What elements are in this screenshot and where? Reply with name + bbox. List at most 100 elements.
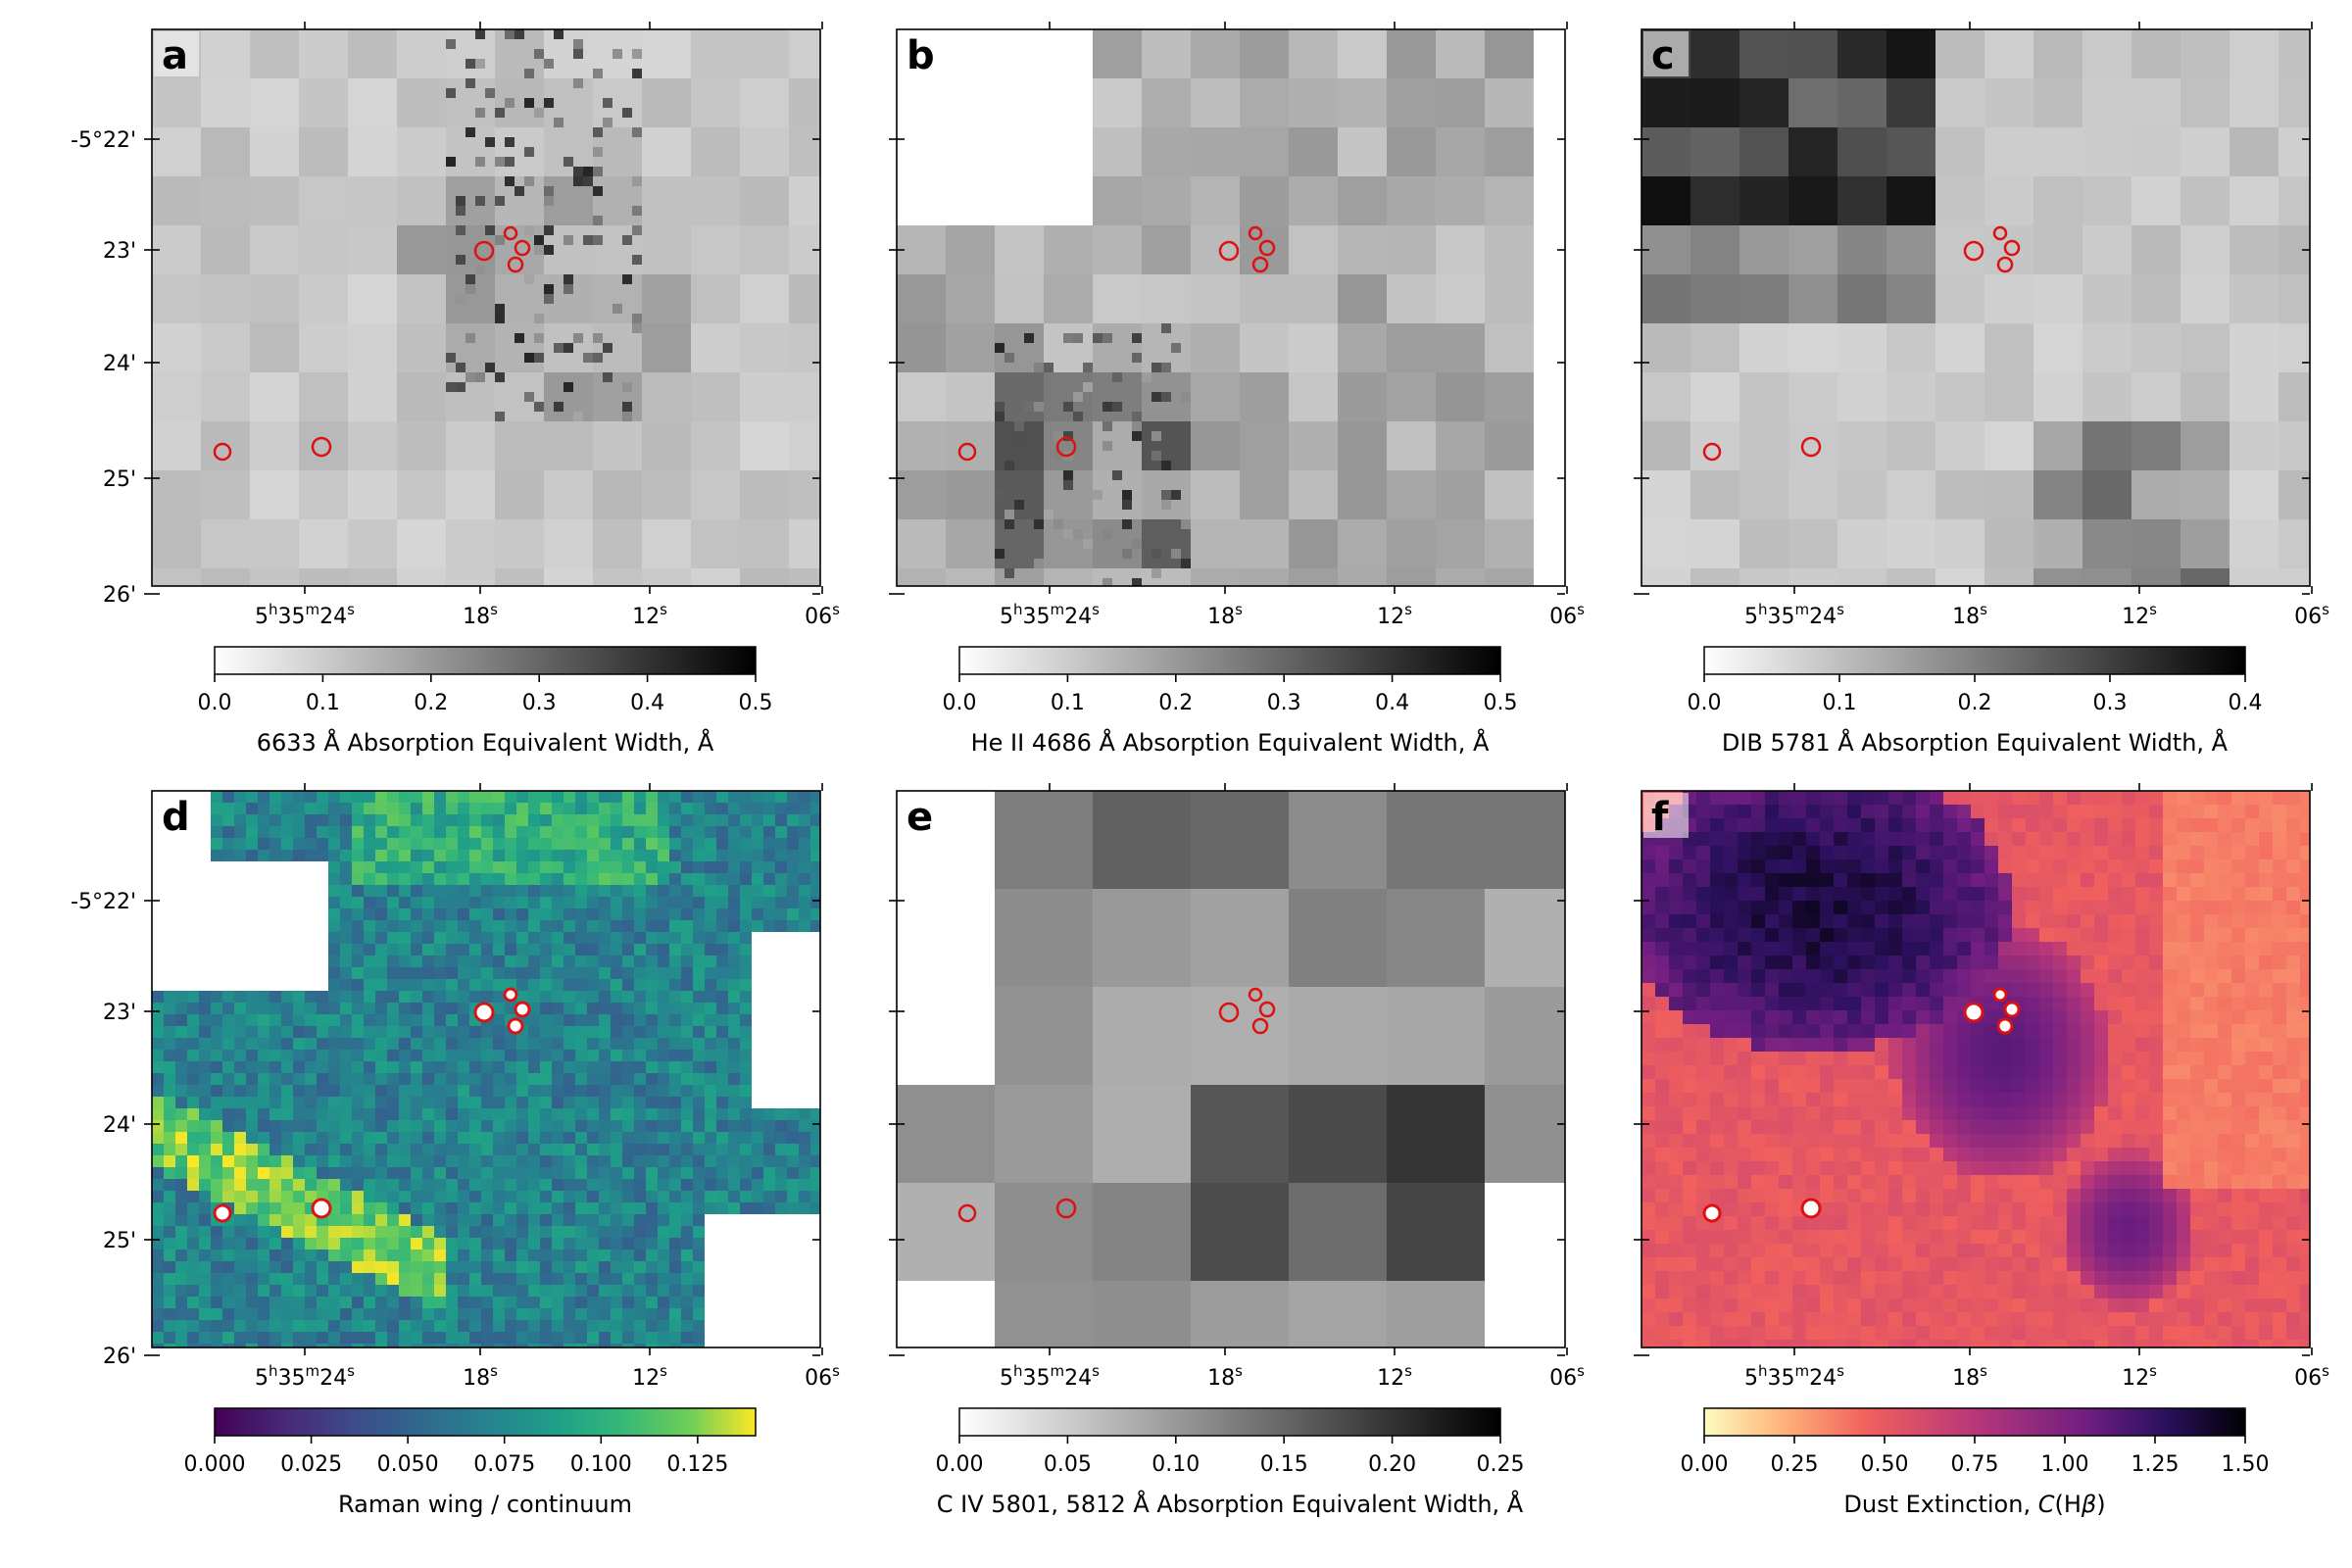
heatmap-cell — [681, 944, 694, 956]
heatmap-cell — [1930, 928, 1944, 943]
heatmap-cell — [634, 1202, 647, 1215]
heatmap-cell — [799, 1273, 811, 1286]
heatmap-cell — [2163, 1079, 2178, 1094]
heatmap-cell — [364, 979, 376, 992]
heatmap-cell — [540, 885, 553, 898]
heatmap-cell — [658, 1003, 670, 1015]
heatmap-cell — [2245, 818, 2260, 833]
heatmap-cell — [752, 814, 764, 827]
heatmap-cell — [1930, 1079, 1944, 1094]
heatmap-cell — [2163, 997, 2178, 1011]
heatmap-cell — [622, 1297, 635, 1309]
heatmap-cell — [199, 826, 212, 839]
heatmap-cell — [599, 814, 612, 827]
heatmap-cell — [493, 1108, 506, 1121]
heatmap-cell — [246, 956, 259, 968]
heatmap-cell — [1683, 928, 1697, 943]
heatmap-cell — [552, 1344, 564, 1348]
heatmap-cell — [258, 1320, 270, 1333]
heatmap-cell — [1930, 983, 1944, 998]
heatmap-cell — [2081, 969, 2095, 984]
heatmap-cell — [293, 1332, 306, 1345]
heatmap-cell — [728, 1155, 741, 1168]
heatmap-cell — [1696, 818, 1711, 833]
heatmap-cell — [485, 88, 495, 98]
x-tick-label: 12s — [632, 1362, 667, 1391]
heatmap-cell — [2163, 1010, 2178, 1025]
heatmap-cell — [2012, 942, 2027, 956]
heatmap-cell — [587, 956, 600, 968]
heatmap-cell — [799, 944, 811, 956]
heatmap-cell — [634, 791, 647, 804]
heatmap-cell — [693, 803, 706, 815]
heatmap-cell — [175, 1085, 188, 1098]
heatmap-cell — [411, 1108, 423, 1121]
heatmap-cell — [775, 1297, 788, 1309]
heatmap-cell — [669, 1285, 682, 1298]
heatmap-cell — [505, 1332, 517, 1345]
heatmap-cell — [352, 1108, 365, 1121]
heatmap-cell — [587, 1202, 600, 1215]
heatmap-cell — [481, 1261, 494, 1274]
heatmap-cell — [2149, 901, 2164, 915]
heatmap-cell — [1751, 1052, 1766, 1066]
heatmap-cell — [2190, 969, 2205, 984]
heatmap-cell — [481, 1179, 494, 1192]
heatmap-cell — [317, 1285, 329, 1298]
heatmap-cell — [787, 1191, 800, 1203]
heatmap-cell — [1191, 889, 1290, 988]
heatmap-cell — [603, 98, 612, 108]
heatmap-cell — [2231, 1120, 2246, 1135]
heatmap-cell — [1861, 1024, 1876, 1039]
heatmap-cell — [1751, 928, 1766, 943]
heatmap-cell — [810, 791, 820, 804]
heatmap-cell — [1788, 519, 1838, 569]
heatmap-cell — [1820, 1093, 1835, 1107]
heatmap-cell — [2259, 901, 2274, 915]
heatmap-cell — [434, 1120, 447, 1133]
heatmap-cell — [516, 1144, 529, 1156]
heatmap-cell — [211, 1238, 223, 1250]
heatmap-cell — [299, 127, 349, 177]
heatmap-cell — [575, 826, 588, 839]
heatmap-cell — [222, 1132, 235, 1145]
heatmap-cell — [787, 920, 800, 933]
heatmap-cell — [575, 1073, 588, 1086]
heatmap-cell — [1875, 914, 1889, 929]
heatmap-cell — [2081, 983, 2095, 998]
heatmap-cell — [1998, 1093, 2013, 1107]
heatmap-cell — [564, 791, 576, 804]
heatmap-cell — [422, 838, 435, 851]
heatmap-cell — [728, 885, 741, 898]
heatmap-cell — [1888, 983, 1903, 998]
heatmap-cell — [728, 1167, 741, 1180]
heatmap-cell — [634, 956, 647, 968]
heatmap-cell — [187, 861, 200, 874]
heatmap-cell — [434, 850, 447, 862]
heatmap-cell — [493, 1120, 506, 1133]
heatmap-cell — [716, 956, 729, 968]
heatmap-cell — [1834, 1038, 1848, 1053]
heatmap-cell — [2230, 78, 2279, 128]
heatmap-cell — [164, 967, 176, 980]
heatmap-cell — [552, 1250, 564, 1262]
heatmap-cell — [364, 1120, 376, 1133]
heatmap-cell — [573, 412, 583, 421]
heatmap-cell — [434, 1097, 447, 1109]
heatmap-cell — [575, 1297, 588, 1309]
heatmap-cell — [164, 885, 176, 898]
heatmap-cell — [516, 944, 529, 956]
heatmap-cell — [187, 885, 200, 898]
heatmap-cell — [340, 1014, 353, 1027]
heatmap-cell — [1820, 818, 1835, 833]
heatmap-cell — [540, 1014, 553, 1027]
heatmap-cell — [1642, 901, 1656, 915]
heatmap-cell — [554, 402, 564, 412]
heatmap-cell — [763, 1026, 776, 1039]
colorbar-tick-label: 0.10 — [1152, 1452, 1200, 1477]
heatmap-cell — [175, 991, 188, 1004]
heatmap-cell — [752, 1344, 764, 1348]
heatmap-cell — [552, 861, 564, 874]
heatmap-cell — [575, 861, 588, 874]
heatmap-cell — [1888, 1052, 1903, 1066]
